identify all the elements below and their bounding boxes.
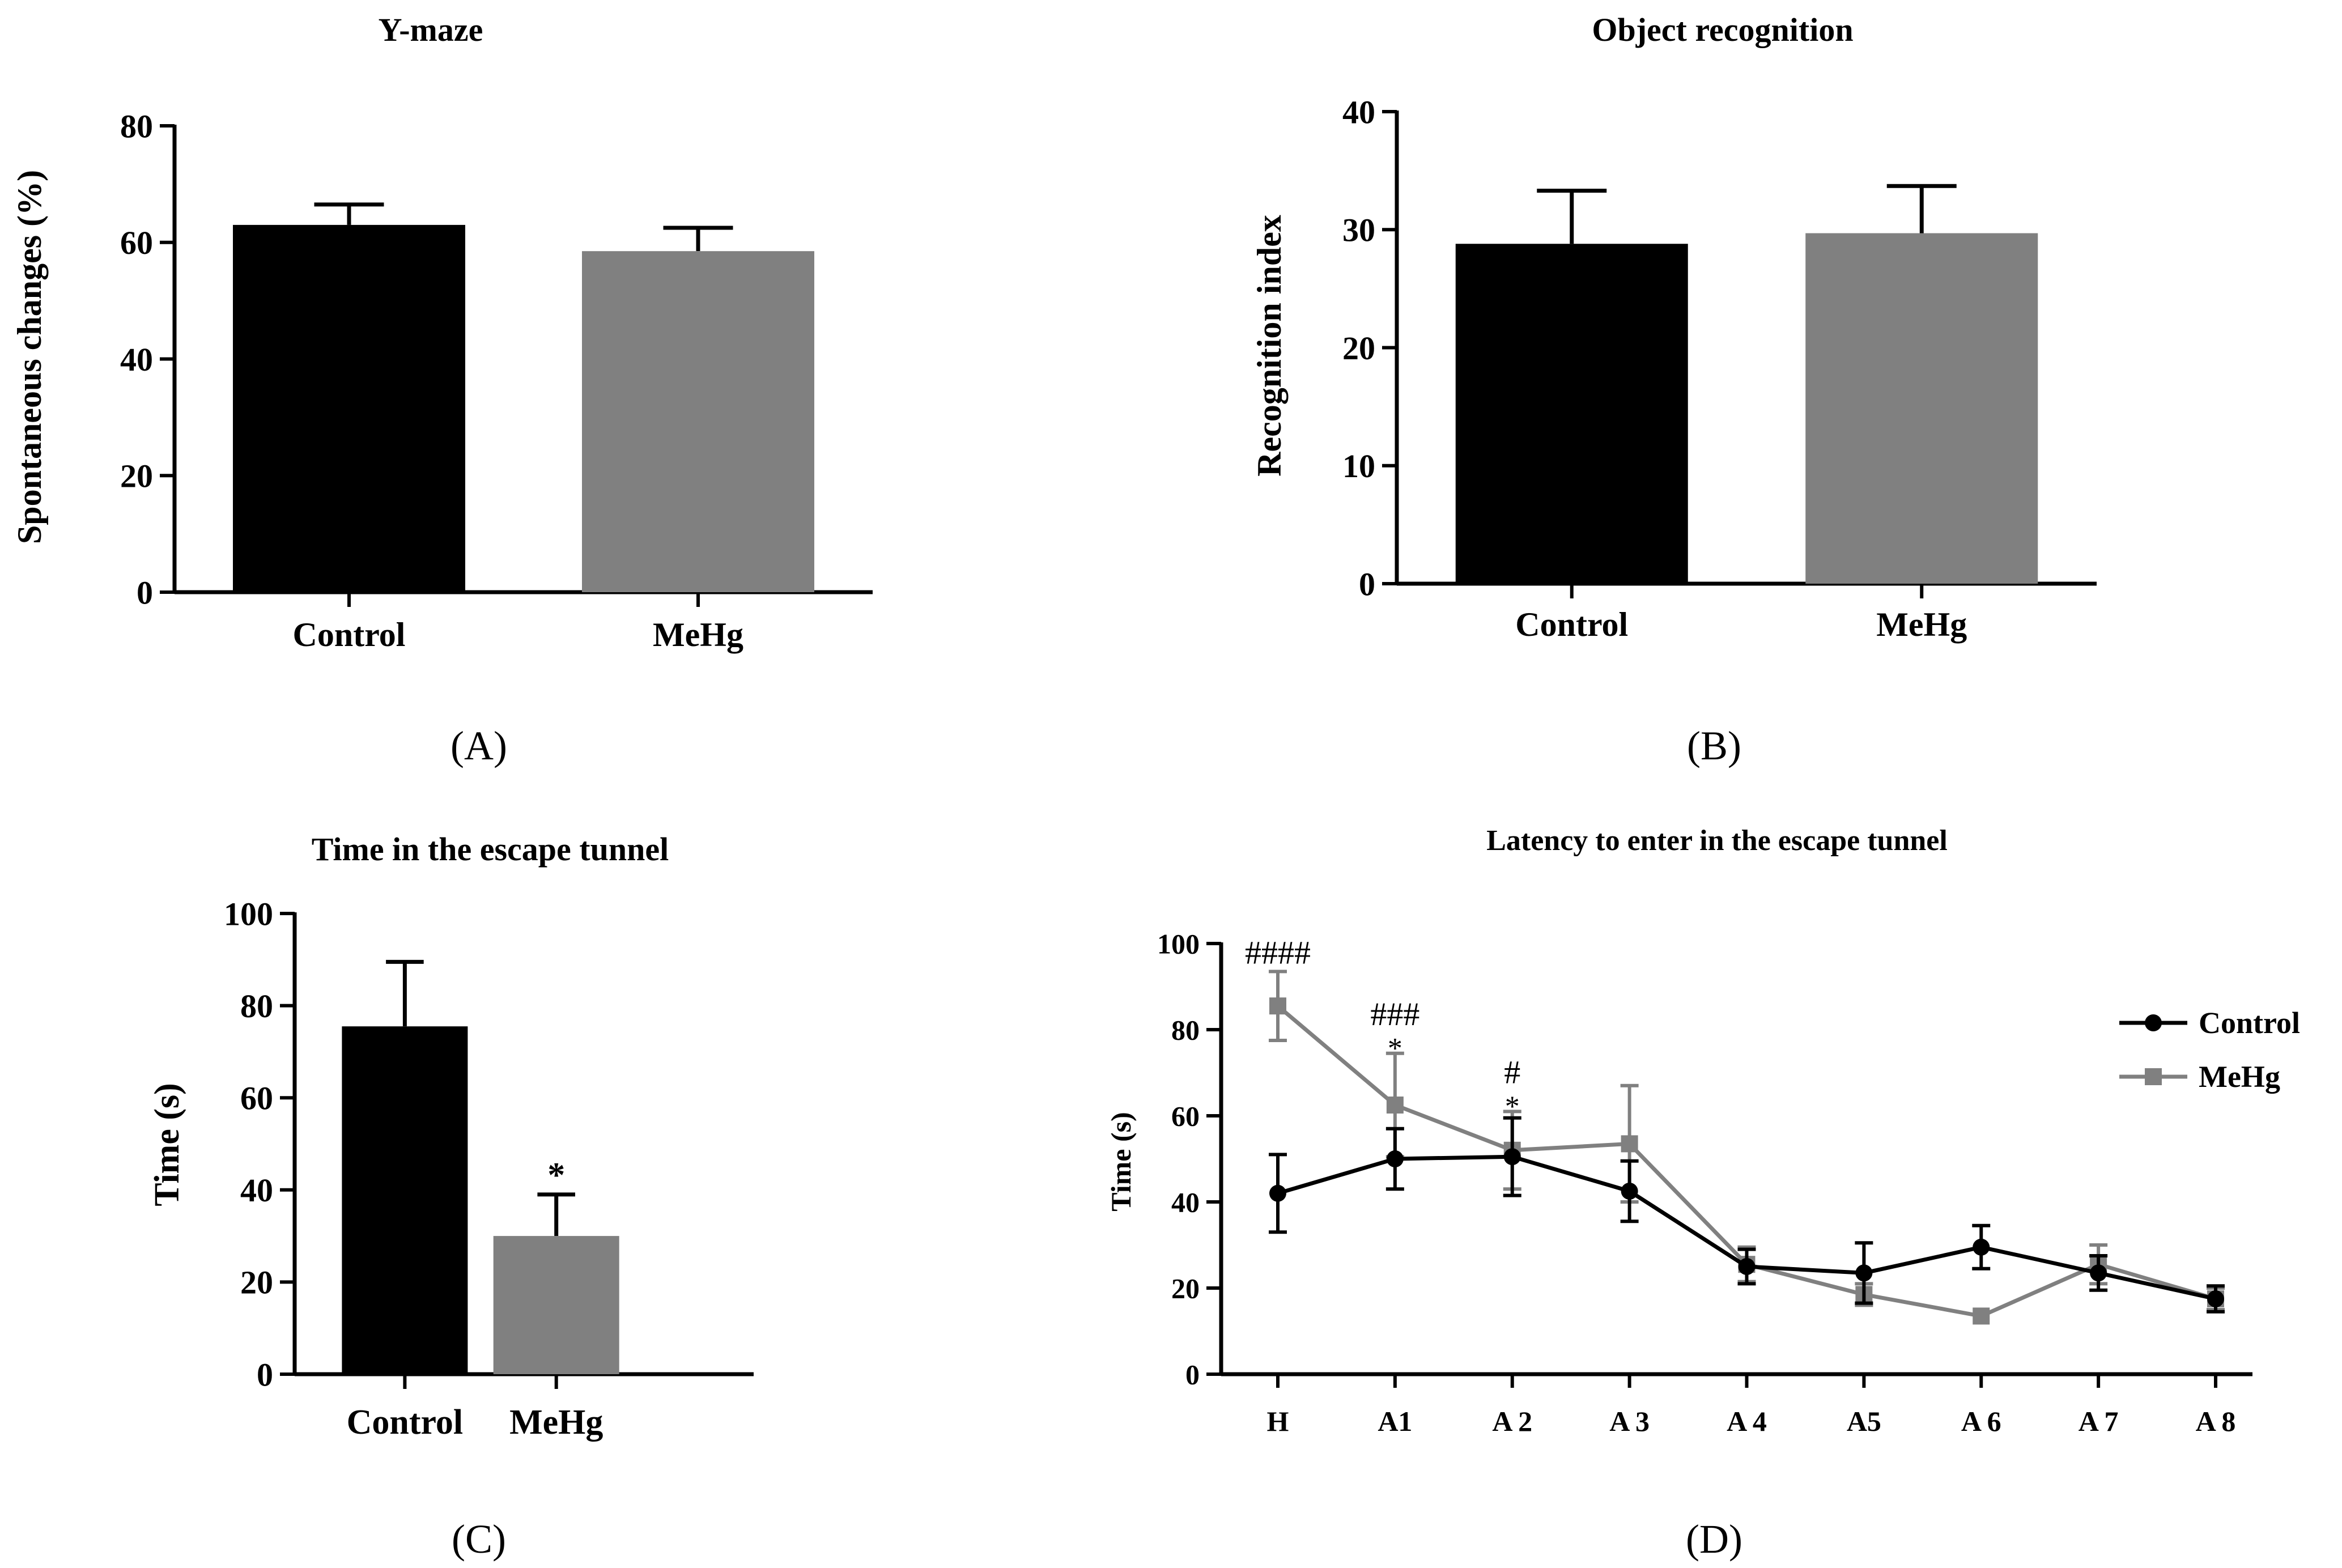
y-tick-label: 0 [1185, 1359, 1200, 1391]
y-tick-label: 0 [257, 1356, 273, 1393]
significance-marker: ### [1370, 996, 1419, 1032]
y-tick-label: 30 [1342, 212, 1375, 249]
data-point [1973, 1307, 1990, 1325]
chart-y-maze: Y-maze 0 20 40 60 80 Spontaneous changes (%) Co… [11, 11, 873, 653]
chart-title: Object recognition [1592, 11, 1853, 48]
y-tick-label: 100 [224, 895, 273, 932]
y-tick-label: 40 [1342, 94, 1375, 130]
chart-object-recognition: Object recognition 0 10 20 30 40 Recognition i… [1251, 11, 2097, 643]
chart-title: Y-maze [379, 11, 483, 48]
y-tick-label: 80 [120, 108, 153, 145]
bar [1805, 233, 2038, 584]
data-point [1973, 1238, 1990, 1256]
y-tick-label: 80 [240, 988, 273, 1025]
chart-latency-escape-tunnel: Latency to enter in the escape tunnel 0 20… [1105, 825, 2300, 1437]
significance-marker: * [1388, 1032, 1402, 1065]
bar [493, 1236, 619, 1374]
x-tick-label: A5 [1847, 1405, 1881, 1437]
data-point [1855, 1264, 1873, 1282]
x-tick-label: A1 [1378, 1405, 1412, 1437]
x-tick-label: Control [293, 616, 406, 653]
data-point [2090, 1264, 2107, 1282]
y-tick-label: 60 [240, 1080, 273, 1117]
x-tick-label: A 2 [1492, 1405, 1532, 1437]
y-tick-label: 40 [120, 341, 153, 378]
data-point [1269, 997, 1286, 1015]
y-tick-label: 100 [1157, 928, 1200, 960]
x-tick-label: MeHg [653, 616, 743, 653]
y-tick-label: 20 [1342, 330, 1375, 367]
y-tick-label: 0 [137, 574, 153, 611]
data-point [1503, 1148, 1521, 1166]
data-point [1386, 1150, 1404, 1167]
data-point [1621, 1135, 1638, 1153]
bar [342, 1026, 468, 1374]
y-axis-label: Time (s) [1105, 1112, 1137, 1211]
y-tick-label: 40 [240, 1172, 273, 1209]
data-point [1621, 1183, 1638, 1200]
bar [1455, 244, 1688, 584]
x-tick-label: A 8 [2196, 1405, 2236, 1437]
y-tick-label: 20 [120, 458, 153, 495]
x-tick-label: H [1267, 1405, 1289, 1437]
significance-marker: * [1505, 1090, 1520, 1123]
panel-label-c: (C) [452, 1516, 506, 1562]
y-axis-label: Time (s) [148, 1083, 186, 1206]
chart-title: Time in the escape tunnel [312, 831, 669, 868]
x-tick-label: Control [347, 1403, 464, 1442]
bar [582, 251, 814, 592]
x-tick-label: A 3 [1609, 1405, 1650, 1437]
y-axis-label: Recognition index [1251, 215, 1288, 477]
y-tick-label: 10 [1342, 448, 1375, 485]
y-tick-label: 20 [1171, 1273, 1200, 1304]
y-axis-label: Spontaneous changes (%) [11, 170, 48, 544]
data-point [1386, 1097, 1404, 1114]
x-tick-label: A 7 [2079, 1405, 2119, 1437]
legend-marker [2145, 1014, 2162, 1031]
chart-time-in-escape-tunnel: Time in the escape tunnel 0 20 40 60 80 100 Tim… [148, 831, 754, 1442]
legend-marker [2145, 1068, 2162, 1085]
legend-label: Control [2199, 1006, 2300, 1040]
y-tick-label: 60 [120, 224, 153, 261]
significance-marker: # [1504, 1053, 1520, 1090]
x-tick-label: A 6 [1961, 1405, 2001, 1437]
series-control [1269, 1116, 2225, 1314]
data-point [2207, 1290, 2224, 1307]
y-tick-label: 40 [1171, 1187, 1200, 1218]
y-tick-label: 20 [240, 1264, 273, 1301]
data-point [1738, 1258, 1756, 1275]
chart-title: Latency to enter in the escape tunnel [1486, 825, 1948, 857]
y-tick-label: 60 [1171, 1100, 1200, 1132]
significance-marker: #### [1245, 934, 1311, 971]
y-tick-label: 0 [1359, 566, 1375, 602]
x-tick-label: Control [1515, 606, 1628, 643]
panel-label-d: (D) [1686, 1516, 1742, 1562]
legend-label: MeHg [2199, 1060, 2280, 1094]
significance-marker: * [547, 1156, 565, 1195]
x-tick-label: A 4 [1727, 1405, 1767, 1437]
data-point [1269, 1184, 1286, 1202]
x-tick-label: MeHg [509, 1403, 603, 1442]
x-tick-label: MeHg [1876, 606, 1967, 643]
y-tick-label: 80 [1171, 1014, 1200, 1046]
panel-label-b: (B) [1687, 723, 1741, 768]
panel-label-a: (A) [450, 723, 507, 768]
bar [233, 224, 465, 592]
